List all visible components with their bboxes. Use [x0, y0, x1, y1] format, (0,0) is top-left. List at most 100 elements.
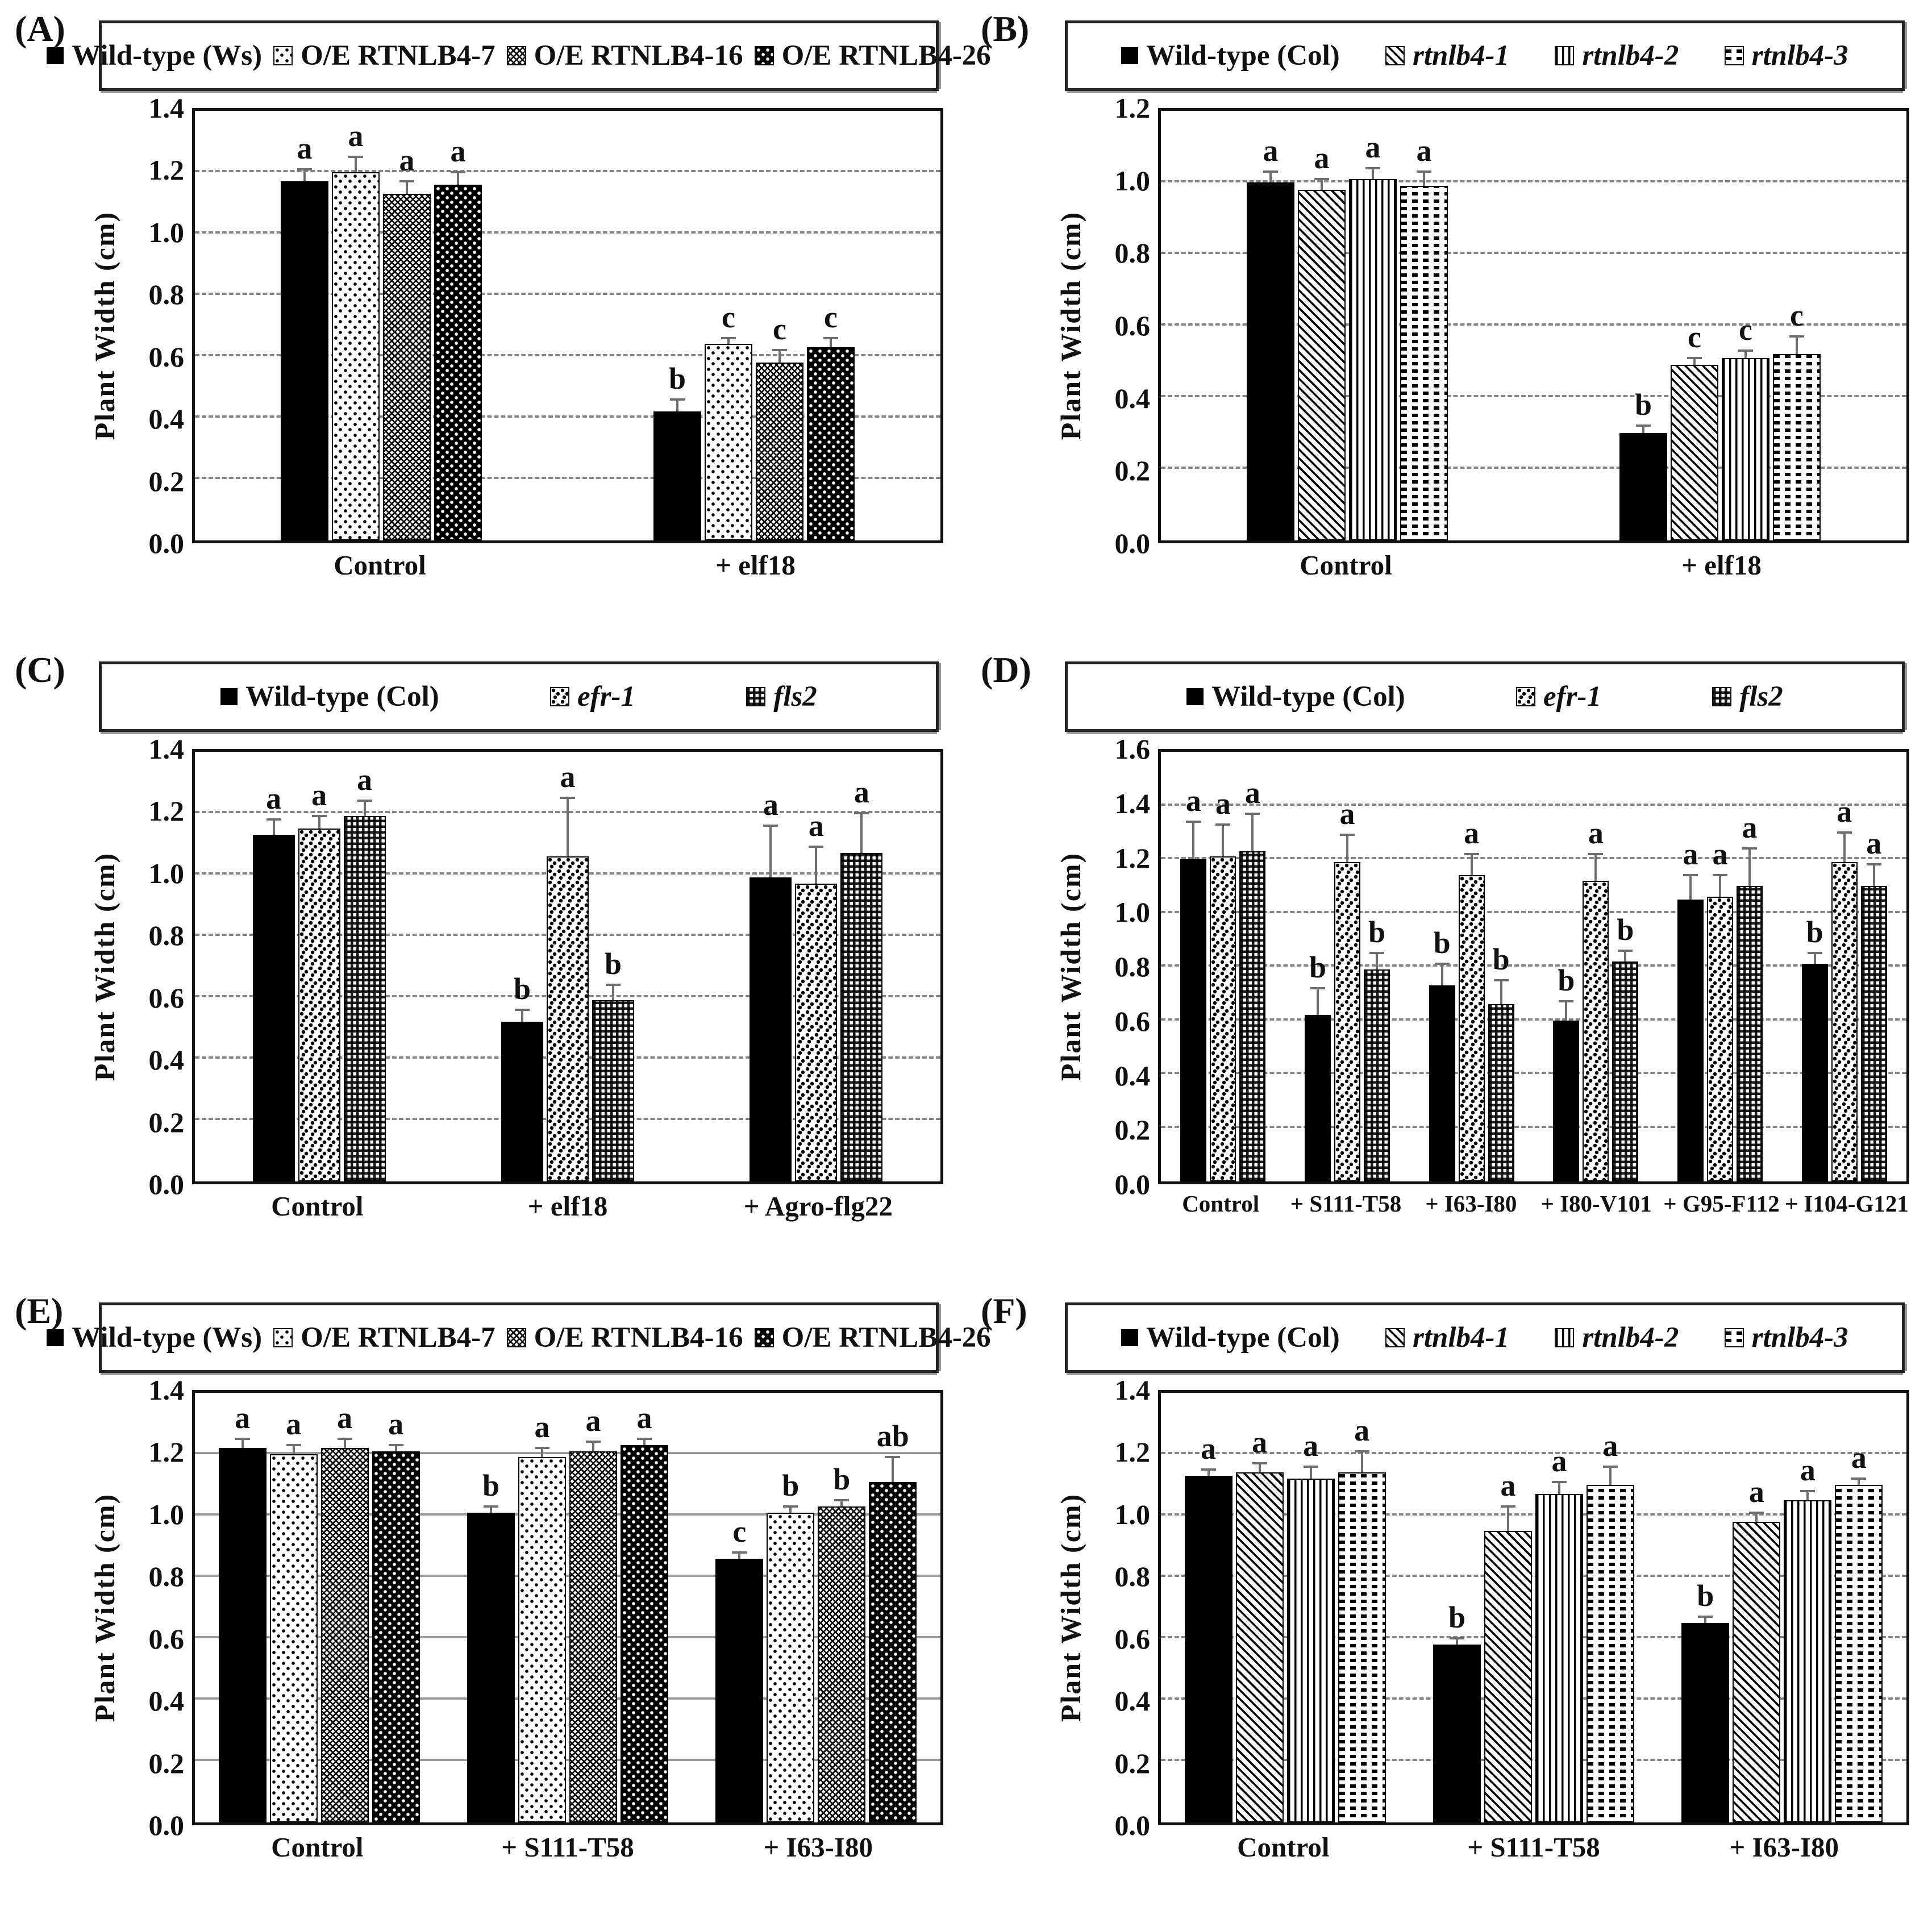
bar-group-i63-i80: b a b — [1409, 752, 1534, 1181]
bar — [592, 1000, 634, 1181]
error-bar — [1258, 1463, 1261, 1473]
bar-slot: b — [467, 1393, 515, 1822]
y-tick-label: 0.4 — [1114, 1685, 1151, 1717]
bar — [807, 347, 855, 540]
y-tick-label: 0.8 — [1114, 951, 1151, 983]
legend-item: rtnlb4-1 — [1385, 39, 1509, 72]
panel-content: Wild-type (Col) efr-1 fls2 Plant Width (cm)… — [84, 661, 943, 1222]
error-bar — [272, 819, 275, 835]
error-bar — [611, 985, 614, 1001]
significance-letter: a — [1866, 826, 1882, 861]
bar-slot: a — [569, 1393, 617, 1822]
gridline — [1161, 1636, 1906, 1638]
gridline — [195, 354, 940, 356]
error-bar — [1423, 172, 1425, 186]
error-bar — [355, 157, 357, 172]
bar-slot: a — [1484, 1393, 1532, 1822]
error-bar — [1748, 848, 1751, 886]
legend-item-label: efr-1 — [577, 681, 635, 713]
bar-slot: c — [1671, 111, 1718, 540]
gridline — [195, 170, 940, 172]
bar — [1210, 856, 1236, 1181]
significance-letter: a — [853, 775, 869, 809]
legend-item-label: O/E RTNLB4-16 — [534, 40, 743, 72]
y-tick-label: 0.2 — [148, 1747, 185, 1779]
error-bar — [643, 1439, 646, 1445]
y-tick-label: 1.0 — [148, 216, 185, 248]
bar-groups: a a a a b c c c — [195, 111, 940, 540]
x-tick-label: + S111-T58 — [501, 1832, 634, 1863]
bar — [1247, 182, 1294, 540]
bar-slot: c — [715, 1393, 764, 1822]
gridline — [195, 1452, 940, 1454]
error-bar — [1222, 824, 1225, 857]
bar-slot: b — [653, 111, 701, 540]
error-bar — [1360, 1451, 1363, 1473]
bar-slot: a — [343, 752, 386, 1181]
bar-slot: a — [1349, 111, 1397, 540]
x-tick-label: + elf18 — [527, 1191, 608, 1222]
error-bar-cap — [286, 1443, 301, 1446]
significance-letter: a — [1748, 1474, 1764, 1509]
y-axis-title: Plant Width (cm) — [1050, 1390, 1091, 1825]
y-tick-label: 0.6 — [148, 981, 185, 1014]
gridline — [195, 231, 940, 234]
error-bar-cap — [348, 156, 363, 158]
legend-item: Wild-type (Ws) — [47, 1321, 262, 1354]
gridline — [195, 1575, 940, 1577]
x-tick-label: + I80-V101 — [1540, 1191, 1652, 1217]
bar-group-i63-i80: b a a a — [1658, 1393, 1906, 1822]
bar-slot: b — [1681, 1393, 1730, 1822]
significance-letter: a — [1365, 130, 1381, 164]
chart-panel-A: (A) Wild-type (Ws) O/E RTNLB4-7 O/E RTNLB4-… — [0, 0, 991, 641]
y-tick-label: 0.6 — [1114, 310, 1151, 342]
bar — [372, 1451, 420, 1822]
error-bar — [860, 813, 863, 854]
legend-item: Wild-type (Col) — [220, 680, 439, 713]
y-tick-label: 1.4 — [148, 1374, 185, 1406]
panel-content: Wild-type (Ws) O/E RTNLB4-7 O/E RTNLB4-16 O… — [47, 1302, 991, 1863]
error-bar — [1376, 953, 1378, 969]
error-bar — [1558, 1481, 1560, 1495]
error-bar-cap — [1789, 335, 1804, 338]
bar-slot: b — [1612, 752, 1639, 1181]
bar-slot: b — [592, 752, 634, 1181]
y-tick-label: 1.0 — [148, 1498, 185, 1530]
significance-letter: b — [1558, 963, 1575, 998]
error-bar — [457, 172, 459, 185]
bar-slot: a — [750, 752, 792, 1181]
error-bar — [1500, 980, 1502, 1005]
error-bar-cap — [1201, 1468, 1216, 1471]
y-tick-label: 1.0 — [1114, 896, 1151, 929]
bar — [1305, 1015, 1331, 1181]
bar — [1400, 186, 1448, 540]
gridline — [1161, 323, 1906, 326]
legend-item-label: rtnlb4-3 — [1751, 1322, 1848, 1354]
bar-slot: a — [269, 1393, 318, 1822]
bar — [569, 1451, 617, 1822]
y-axis-title-text: Plant Width (cm) — [1055, 211, 1086, 440]
y-axis-ticks: 0.0 0.2 0.4 0.6 0.8 1.0 1.2 1.4 1.6 — [1091, 735, 1158, 1198]
bar — [756, 362, 803, 540]
bar-slot: a — [1677, 752, 1704, 1181]
bar — [1671, 365, 1718, 540]
bar — [332, 172, 380, 540]
chart-panel-E: (E) Wild-type (Ws) O/E RTNLB4-7 O/E RTNLB4-… — [0, 1282, 991, 1923]
x-tick-label: + I63-I80 — [763, 1832, 873, 1863]
bar-slot: a — [1835, 1393, 1883, 1822]
bar — [218, 1448, 267, 1822]
bar-slot: a — [1334, 752, 1360, 1181]
error-bar-cap — [235, 1438, 250, 1440]
legend: Wild-type (Col) efr-1 fls2 — [1065, 661, 1905, 732]
significance-letter: a — [337, 1401, 353, 1435]
y-tick-label: 0.8 — [148, 1560, 185, 1593]
significance-letter: b — [1433, 926, 1451, 960]
bar — [546, 856, 589, 1181]
significance-letter: a — [1800, 1452, 1816, 1487]
significance-letter: c — [1688, 319, 1701, 354]
significance-letter: a — [388, 1406, 404, 1441]
error-bar-cap — [1800, 1489, 1816, 1492]
